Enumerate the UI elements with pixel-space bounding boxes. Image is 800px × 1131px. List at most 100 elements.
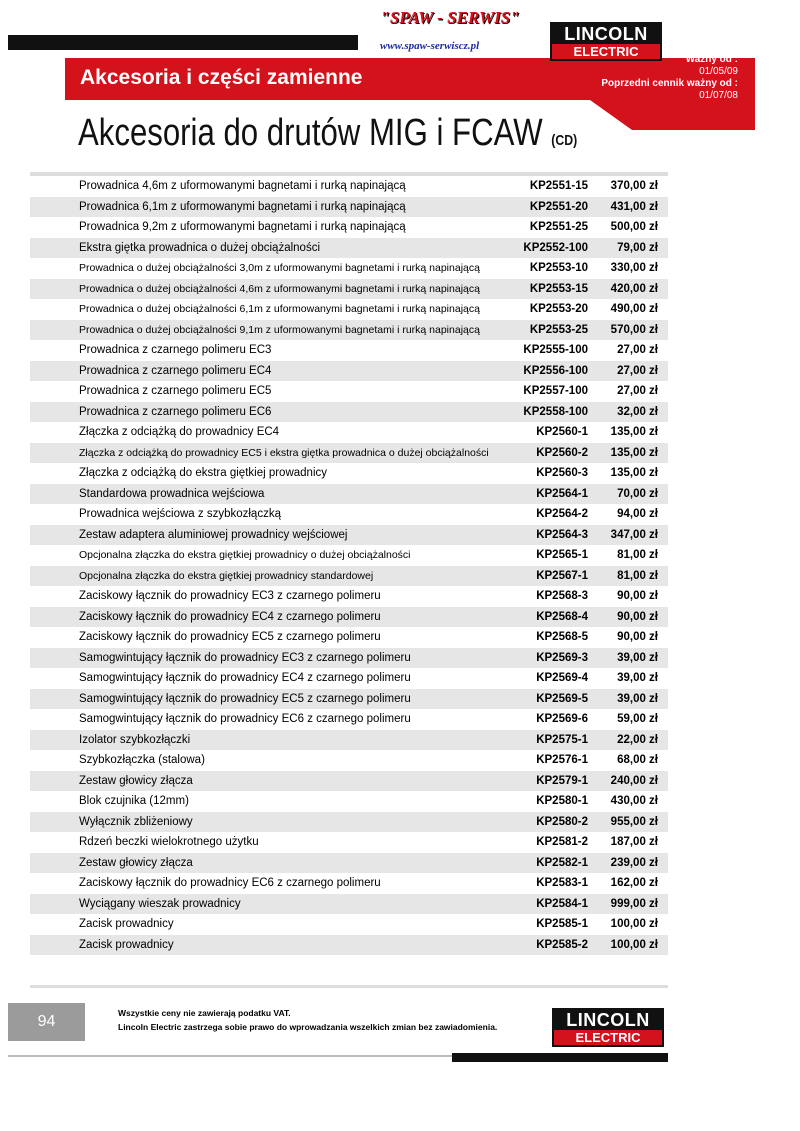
price: 100,00 zł <box>610 918 658 930</box>
table-row: Standardowa prowadnica wejściowa KP2564-1… <box>30 483 668 504</box>
description: Złączka z odciążką do prowadnicy EC4 <box>79 426 280 438</box>
price: 490,00 zł <box>610 303 658 315</box>
code: KP2582-1 <box>536 856 588 869</box>
description: Opcjonalna złączka do ekstra giętkiej pr… <box>79 569 374 582</box>
table-row: Zaciskowy łącznik do prowadnicy EC4 z cz… <box>30 606 668 627</box>
code: KP2564-2 <box>536 508 588 520</box>
price: 187,00 zł <box>610 836 658 848</box>
table-row: Złączka z odciążką do prowadnicy EC4 KP25… <box>30 422 668 443</box>
description: Prowadnica o dużej obciążalności 9,1m z … <box>79 323 480 336</box>
description: Zaciskowy łącznik do prowadnicy EC6 z cz… <box>79 877 381 889</box>
code: KP2569-6 <box>536 713 588 725</box>
price: 370,00 zł <box>610 180 658 192</box>
code: KP2560-3 <box>536 467 588 479</box>
price: 27,00 zł <box>617 385 658 397</box>
description: Prowadnica z czarnego polimeru EC5 <box>79 385 272 397</box>
price: 420,00 zł <box>610 282 658 295</box>
code: KP2560-1 <box>536 426 588 438</box>
code: KP2579-1 <box>536 774 588 787</box>
price: 135,00 zł <box>610 467 658 479</box>
table-row: Blok czujnika (12mm) KP2580-1 430,00 zł <box>30 791 668 812</box>
description: Złączka z odciążką do ekstra giętkiej pr… <box>79 467 328 479</box>
rule <box>30 985 668 988</box>
title-main: Akcesoria do drutów MIG i FCAW <box>78 112 543 154</box>
table-row: Prowadnica o dużej obciążalności 4,6m z … <box>30 278 668 299</box>
table-row: Opcjonalna złączka do ekstra giętkiej pr… <box>30 565 668 586</box>
description: Samogwintujący łącznik do prowadnicy EC6… <box>79 713 411 725</box>
page-title: Akcesoria do drutów MIG i FCAW (CD) <box>78 112 577 155</box>
code: KP2576-1 <box>536 754 588 766</box>
table-row: Prowadnica o dużej obciążalności 3,0m z … <box>30 258 668 279</box>
red-banner <box>65 58 755 130</box>
price: 90,00 zł <box>617 590 658 602</box>
description: Prowadnica 9,2m z uformowanymi bagnetami… <box>79 221 406 233</box>
table-row: Prowadnica z czarnego polimeru EC5 KP2557… <box>30 381 668 402</box>
price: 70,00 zł <box>617 487 658 500</box>
valid-date: 01/05/09 <box>699 66 738 77</box>
code: KP2585-1 <box>536 918 588 930</box>
code: KP2581-2 <box>536 836 588 848</box>
price: 81,00 zł <box>617 569 658 582</box>
price: 162,00 zł <box>610 877 658 889</box>
description: Prowadnica 6,1m z uformowanymi bagnetami… <box>79 200 406 213</box>
table-row: Izolator szybkozłączki KP2575-1 22,00 zł <box>30 729 668 750</box>
price: 22,00 zł <box>617 733 658 746</box>
logo-top: LINCOLN <box>566 1010 650 1030</box>
table-row: Opcjonalna złączka do ekstra giętkiej pr… <box>30 545 668 566</box>
table-row: Zestaw głowicy złącza KP2579-1 240,00 zł <box>30 770 668 791</box>
bottom-line <box>8 1055 668 1057</box>
code: KP2583-1 <box>536 877 588 889</box>
table-row: Samogwintujący łącznik do prowadnicy EC4… <box>30 668 668 689</box>
code: KP2553-25 <box>529 323 588 336</box>
price: 239,00 zł <box>610 856 658 869</box>
price: 32,00 zł <box>617 405 658 418</box>
description: Ekstra giętka prowadnica o dużej obciąża… <box>79 241 320 254</box>
note: Wszystkie ceny nie zawierają podatku VAT… <box>118 1008 291 1018</box>
description: Zacisk prowadnicy <box>79 918 174 930</box>
code: KP2553-10 <box>529 262 588 274</box>
code: KP2568-5 <box>536 631 588 643</box>
validity: Ważny od : 01/05/09 Poprzedni cennik waż… <box>601 54 738 102</box>
description: Samogwintujący łącznik do prowadnicy EC3… <box>79 651 411 664</box>
description: Izolator szybkozłączki <box>79 733 191 746</box>
description: Prowadnica z czarnego polimeru EC4 <box>79 364 272 377</box>
code: KP2560-2 <box>536 446 588 459</box>
price: 431,00 zł <box>610 200 658 213</box>
price: 94,00 zł <box>617 508 658 520</box>
price: 570,00 zł <box>610 323 658 336</box>
code: KP2551-15 <box>529 180 588 192</box>
description: Zestaw głowicy złącza <box>79 856 193 869</box>
logo-bottom: ELECTRIC <box>552 44 660 59</box>
price: 39,00 zł <box>617 692 658 705</box>
description: Zestaw adaptera aluminiowej prowadnicy w… <box>79 528 348 541</box>
code: KP2553-15 <box>529 282 588 295</box>
table-row: Prowadnica 6,1m z uformowanymi bagnetami… <box>30 196 668 217</box>
code: KP2555-100 <box>523 344 588 356</box>
table-row: Prowadnica o dużej obciążalności 6,1m z … <box>30 299 668 320</box>
price: 999,00 zł <box>610 897 658 910</box>
code: KP2568-3 <box>536 590 588 602</box>
description: Zaciskowy łącznik do prowadnicy EC5 z cz… <box>79 631 381 643</box>
table-row: Prowadnica z czarnego polimeru EC3 KP2555… <box>30 340 668 361</box>
logo: LINCOLN ELECTRIC <box>550 22 662 61</box>
price: 955,00 zł <box>610 815 658 828</box>
price: 27,00 zł <box>617 364 658 377</box>
logo-bottom: ELECTRIC <box>554 1030 662 1045</box>
code: KP2569-4 <box>536 672 588 684</box>
title-suffix: (CD) <box>551 132 578 149</box>
code: KP2551-25 <box>529 221 588 233</box>
price: 135,00 zł <box>610 446 658 459</box>
previous-label: Poprzedni cennik ważny od : <box>601 78 738 89</box>
price: 240,00 zł <box>610 774 658 787</box>
description: Prowadnica 4,6m z uformowanymi bagnetami… <box>79 180 406 192</box>
price: 39,00 zł <box>617 651 658 664</box>
description: Prowadnica z czarnego polimeru EC3 <box>79 344 272 356</box>
description: Standardowa prowadnica wejściowa <box>79 487 265 500</box>
table-row: Zestaw głowicy złącza KP2582-1 239,00 zł <box>30 852 668 873</box>
rule <box>30 172 668 176</box>
logo-top: LINCOLN <box>564 24 648 44</box>
code: KP2564-1 <box>536 487 588 500</box>
price: 500,00 zł <box>610 221 658 233</box>
price: 79,00 zł <box>617 241 658 254</box>
